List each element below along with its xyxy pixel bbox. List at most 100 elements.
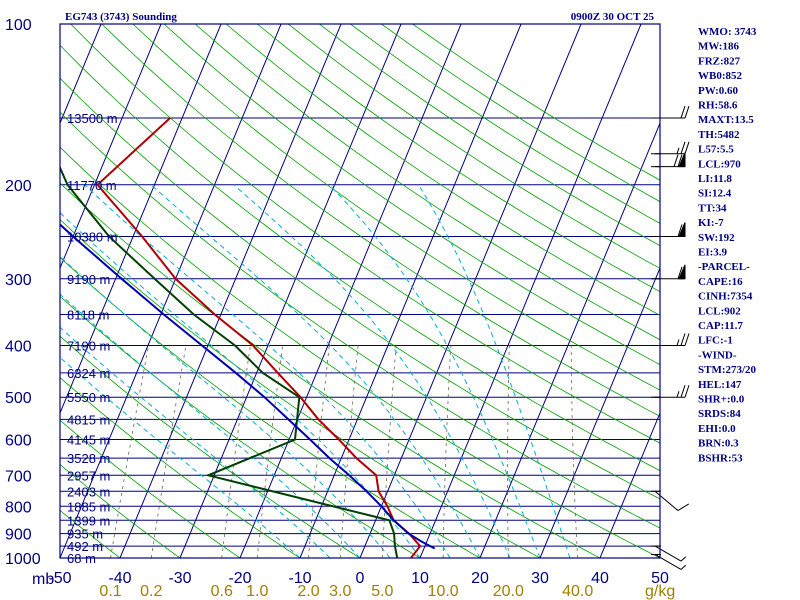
height-label: 2957 m	[67, 468, 110, 483]
index-line: CAP:11.7	[698, 320, 743, 332]
wind-barb	[651, 490, 690, 511]
dry-adiabat	[60, 377, 301, 558]
height-label: 7190 m	[67, 339, 110, 354]
index-line: SRDS:84	[698, 408, 741, 420]
index-line: SW:192	[698, 232, 735, 244]
moist-adiabat	[150, 184, 481, 558]
index-line: MW:186	[698, 41, 739, 53]
height-label: 13500 m	[67, 111, 118, 126]
index-line: CINH:7354	[698, 291, 753, 303]
wind-barb	[651, 141, 690, 155]
index-line: BSHR:53	[698, 452, 743, 464]
mixing-ratio-label: 0.1	[99, 583, 121, 600]
pressure-label: 100	[5, 17, 32, 34]
wind-barb-staff	[654, 554, 682, 570]
pressure-unit-label: mb	[32, 571, 54, 588]
moist-adiabat	[328, 184, 541, 558]
height-label: 8118 m	[67, 308, 109, 323]
mixing-ratio-label: 2.0	[297, 583, 319, 600]
mixing-ratio-label: 3.0	[329, 583, 351, 600]
index-line: L57:5.5	[698, 144, 734, 156]
wind-barb	[651, 264, 686, 280]
wind-barb-feather	[677, 154, 683, 167]
temperature-tick-label: 10	[411, 570, 429, 587]
mixing-ratio-line	[308, 345, 330, 558]
height-label: 6324 m	[67, 366, 110, 381]
dry-adiabat	[60, 419, 241, 558]
wind-barb	[651, 545, 687, 562]
index-line: RH:58.6	[698, 100, 738, 112]
isotherm-line	[179, 24, 402, 558]
wind-barb	[651, 105, 690, 119]
index-line: FRZ:827	[698, 55, 741, 67]
height-label: 1885 m	[67, 499, 110, 514]
wind-barb-half-feather	[676, 339, 680, 346]
index-line: TT:34	[698, 202, 727, 214]
dry-adiabat	[132, 24, 660, 391]
index-line: BRN:0.3	[698, 438, 739, 450]
wind-barb-half-feather	[676, 391, 680, 398]
isotherm-line	[60, 24, 222, 415]
dry-adiabat	[101, 24, 660, 417]
wind-barb	[651, 222, 686, 237]
dry-adiabat	[60, 146, 660, 558]
height-label: 1399 m	[67, 513, 110, 528]
dry-adiabat	[256, 24, 660, 293]
wind-barb-feather	[677, 503, 690, 511]
temperature-tick-label: 0	[356, 570, 365, 587]
pressure-label: 800	[5, 499, 32, 516]
height-label: 3528 m	[67, 451, 110, 466]
temperature-tick-label: -10	[288, 570, 311, 587]
wind-barb	[651, 553, 687, 570]
isotherm-line	[119, 24, 342, 558]
dry-adiabat	[60, 295, 421, 558]
height-label: 11770 m	[67, 178, 117, 193]
temperature-tick-label: 20	[471, 570, 489, 587]
height-label: 9190 m	[67, 272, 110, 287]
wind-barb-flag	[678, 264, 686, 280]
dry-adiabat	[194, 24, 660, 341]
pressure-label: 300	[5, 272, 32, 289]
wind-barb	[651, 333, 690, 347]
mixing-ratio-label: 1.0	[246, 583, 268, 600]
height-label: 5550 m	[67, 390, 110, 405]
wind-barb-staff	[654, 545, 682, 562]
wind-barb-feather	[673, 154, 679, 167]
index-line: LCL:970	[698, 158, 741, 170]
isotherm-line	[60, 24, 102, 125]
height-label: 4815 m	[67, 412, 110, 427]
background-lines	[60, 24, 660, 558]
temperature-tick-label: 40	[591, 570, 609, 587]
wind-barb-feather	[684, 385, 690, 398]
wind-barb-feather	[684, 105, 690, 119]
wind-barb-flag	[678, 222, 686, 237]
height-label: 2403 m	[67, 484, 110, 499]
mixing-ratio-label: 20.0	[493, 583, 524, 600]
sounding-profiles	[60, 117, 436, 558]
moist-adiabat	[60, 255, 391, 558]
mixing-ratio-label: 0.6	[211, 583, 233, 600]
height-label: 4145 m	[67, 433, 110, 448]
isotherm-line	[299, 24, 522, 558]
dewpoint-profile	[60, 165, 399, 558]
index-line: MAXT:13.5	[698, 114, 754, 126]
dry-adiabat	[60, 182, 601, 558]
moist-adiabat	[60, 212, 421, 558]
wind-barb-feather	[684, 141, 690, 154]
mixing-ratio-line	[339, 345, 359, 558]
index-line: LCL:902	[698, 305, 741, 317]
mixing-ratio-line	[110, 345, 149, 558]
temperature-tick-label: -20	[228, 570, 251, 587]
index-line: SI:12.4	[698, 188, 732, 200]
valid-time: 0900Z 30 OCT 25	[571, 11, 655, 23]
temperature-tick-label: 30	[531, 570, 549, 587]
pressure-label: 600	[5, 433, 32, 450]
isotherm-line	[539, 266, 660, 558]
wind-barb-feather	[684, 333, 690, 346]
moist-adiabat	[84, 184, 451, 558]
wind-barb-feather	[677, 224, 683, 237]
index-line: CAPE:16	[698, 276, 743, 288]
index-line: -PARCEL-	[698, 261, 750, 273]
pressure-label: 500	[5, 390, 32, 407]
